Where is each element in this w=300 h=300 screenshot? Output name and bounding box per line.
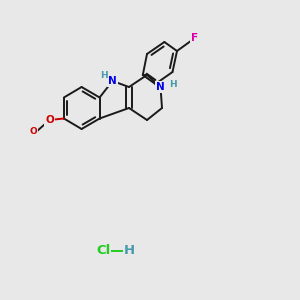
Text: methoxy: methoxy [33, 131, 39, 133]
Text: O: O [30, 128, 38, 136]
Text: N: N [156, 82, 165, 92]
Text: H: H [169, 80, 177, 89]
Text: H: H [100, 71, 107, 80]
Text: F: F [191, 33, 198, 43]
Text: O: O [45, 115, 54, 125]
Text: Cl: Cl [96, 244, 111, 257]
Text: H: H [123, 244, 135, 257]
Text: N: N [108, 76, 117, 86]
